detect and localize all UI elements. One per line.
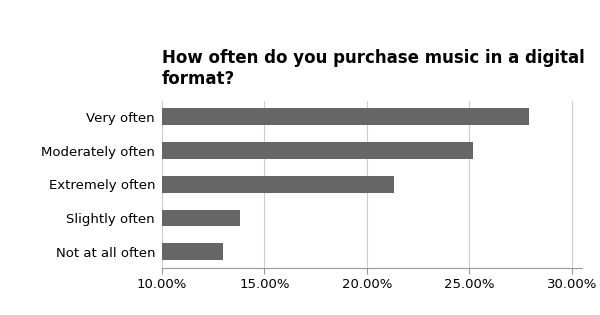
Bar xyxy=(0,142,473,159)
Bar xyxy=(0,176,394,193)
Text: How often do you purchase music in a digital
format?: How often do you purchase music in a dig… xyxy=(162,49,585,88)
Bar xyxy=(0,243,223,260)
Bar xyxy=(0,108,529,125)
Bar xyxy=(0,209,240,226)
